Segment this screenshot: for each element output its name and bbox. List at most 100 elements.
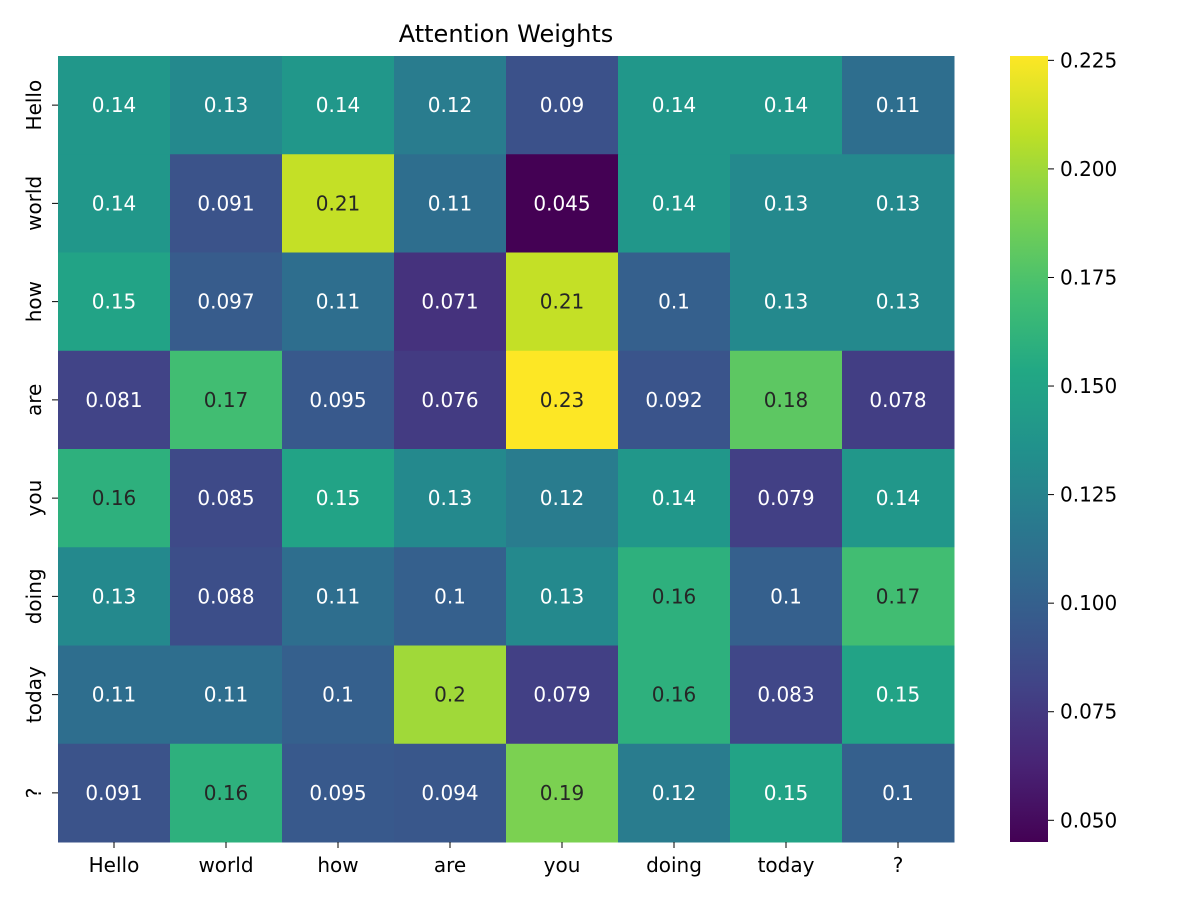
heatmap-cell: [282, 252, 395, 352]
cell-value-label: 0.1: [882, 781, 914, 805]
heatmap-cell: [58, 645, 171, 745]
heatmap-cell: [394, 56, 507, 155]
heatmap-cell: [58, 154, 171, 253]
cell-value-label: 0.16: [652, 584, 697, 608]
cell-value-label: 0.14: [764, 93, 809, 117]
heatmap-cell: [842, 743, 955, 843]
heatmap-cell: [506, 645, 619, 745]
cell-value-label: 0.14: [92, 191, 137, 215]
cell-value-label: 0.16: [204, 781, 249, 805]
cell-value-label: 0.14: [652, 93, 697, 117]
cell-value-label: 0.083: [757, 683, 814, 707]
heatmap-cell: [730, 645, 843, 745]
cell-value-label: 0.16: [652, 683, 697, 707]
cell-value-label: 0.071: [421, 290, 478, 314]
cell-value-label: 0.091: [85, 781, 142, 805]
cell-value-label: 0.15: [92, 290, 137, 314]
heatmap-cell: [730, 350, 843, 450]
cell-value-label: 0.079: [533, 683, 590, 707]
heatmap-cell: [506, 252, 619, 352]
cell-value-label: 0.14: [652, 486, 697, 510]
cell-value-label: 0.11: [92, 683, 137, 707]
cell-value-label: 0.18: [764, 388, 809, 412]
heatmap-cells: 0.14 0.13 0.14 0.12 0.09 0.14 0.14 0.11 0.14 0.09…: [58, 56, 955, 843]
cell-value-label: 0.14: [876, 486, 921, 510]
cell-value-label: 0.13: [764, 191, 809, 215]
heatmap-cell: [170, 154, 283, 253]
heatmap-cell: [58, 743, 171, 843]
y-tick-label: today: [22, 666, 46, 723]
cell-value-label: 0.21: [540, 290, 585, 314]
heatmap-cell: [842, 645, 955, 745]
cell-value-label: 0.23: [540, 388, 585, 412]
heatmap-cell: [506, 449, 619, 548]
cell-value-label: 0.13: [92, 584, 137, 608]
heatmap-cell: [842, 56, 955, 155]
heatmap-cell: [842, 547, 955, 646]
heatmap-cell: [394, 252, 507, 352]
cell-value-label: 0.16: [92, 486, 137, 510]
heatmap-cell: [394, 547, 507, 646]
heatmap-cell: [730, 743, 843, 843]
cell-value-label: 0.15: [764, 781, 809, 805]
heatmap-cell: [730, 547, 843, 646]
cell-value-label: 0.2: [434, 683, 466, 707]
heatmap-cell: [618, 56, 731, 155]
y-tick-label: doing: [22, 568, 46, 624]
x-axis: Hello world how are you doing today?: [89, 842, 903, 877]
heatmap-cell: [394, 154, 507, 253]
x-tick-label: world: [198, 853, 253, 877]
cell-value-label: 0.11: [428, 191, 473, 215]
heatmap-cell: [506, 56, 619, 155]
colorbar-tick-label: 0.075: [1060, 700, 1117, 724]
heatmap-cell: [842, 350, 955, 450]
y-tick-label: ?: [22, 788, 46, 799]
cell-value-label: 0.097: [197, 290, 254, 314]
cell-value-label: 0.091: [197, 191, 254, 215]
heatmap-cell: [58, 547, 171, 646]
heatmap-cell: [506, 743, 619, 843]
heatmap-cell: [170, 56, 283, 155]
heatmap-cell: [282, 154, 395, 253]
heatmap-cell: [394, 645, 507, 745]
colorbar-tick-label: 0.200: [1060, 157, 1117, 181]
cell-value-label: 0.13: [876, 290, 921, 314]
colorbar-tick-label: 0.050: [1060, 808, 1117, 832]
cell-value-label: 0.1: [434, 584, 466, 608]
y-tick-label: how: [22, 281, 46, 322]
cell-value-label: 0.11: [316, 584, 361, 608]
heatmap-cell: [394, 350, 507, 450]
colorbar-tick-label: 0.150: [1060, 374, 1117, 398]
heatmap-cell: [842, 252, 955, 352]
x-tick-label: how: [317, 853, 358, 877]
cell-value-label: 0.12: [652, 781, 697, 805]
heatmap-cell: [618, 252, 731, 352]
colorbar-gradient: [1010, 56, 1048, 842]
cell-value-label: 0.11: [876, 93, 921, 117]
heatmap-cell: [282, 645, 395, 745]
heatmap-cell: [506, 547, 619, 646]
cell-value-label: 0.13: [204, 93, 249, 117]
cell-value-label: 0.095: [309, 781, 366, 805]
cell-value-label: 0.088: [197, 584, 254, 608]
heatmap-cell: [842, 154, 955, 253]
y-tick-label: you: [22, 480, 46, 517]
heatmap-cell: [170, 350, 283, 450]
heatmap-cell: [618, 547, 731, 646]
y-axis: Hello world how are you doing today?: [22, 80, 58, 798]
cell-value-label: 0.1: [770, 584, 802, 608]
cell-value-label: 0.094: [421, 781, 478, 805]
cell-value-label: 0.078: [869, 388, 926, 412]
heatmap-cell: [842, 449, 955, 548]
cell-value-label: 0.09: [540, 93, 585, 117]
heatmap-cell: [618, 743, 731, 843]
heatmap-cell: [618, 645, 731, 745]
colorbar-tick-label: 0.125: [1060, 483, 1117, 507]
heatmap-cell: [58, 56, 171, 155]
heatmap-cell: [618, 449, 731, 548]
cell-value-label: 0.045: [533, 191, 590, 215]
colorbar-tick-label: 0.175: [1060, 265, 1117, 289]
heatmap-cell: [170, 743, 283, 843]
heatmap-cell: [618, 154, 731, 253]
cell-value-label: 0.085: [197, 486, 254, 510]
